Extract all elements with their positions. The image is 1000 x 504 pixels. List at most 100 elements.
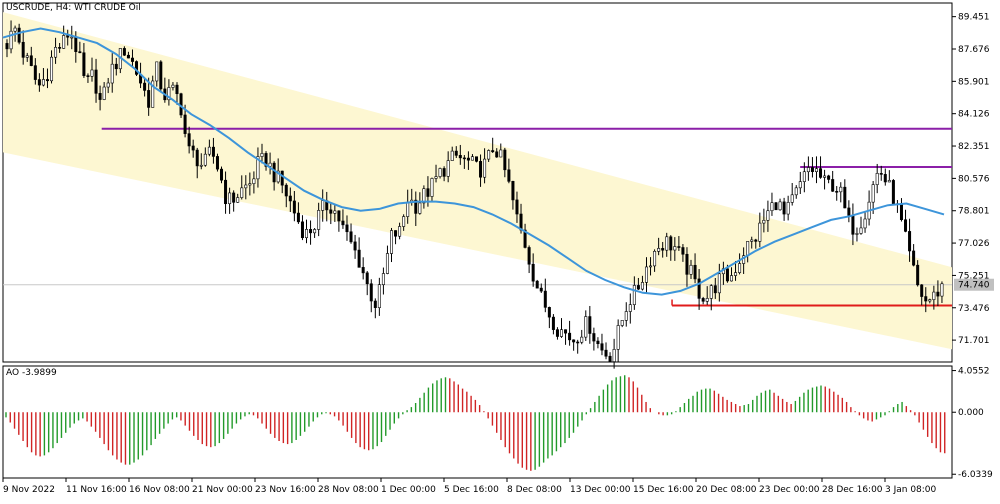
candle-body — [248, 183, 252, 186]
candle-body — [414, 199, 418, 214]
candle-body — [305, 229, 309, 239]
candle-body — [345, 224, 349, 233]
price-tick-label: 75.251 — [958, 271, 990, 281]
candle-body — [309, 229, 313, 234]
candle-body — [300, 221, 304, 239]
candle-body — [272, 162, 276, 183]
candle-body — [734, 272, 738, 276]
candle-body — [604, 349, 608, 357]
candle-body — [175, 84, 179, 95]
candle-body — [495, 151, 499, 158]
candle-body — [709, 285, 713, 299]
candle-body — [819, 168, 823, 178]
candle-body — [810, 167, 814, 172]
candle-body — [430, 178, 434, 197]
ao-tick-label: -6.0339 — [958, 470, 993, 480]
candle-body — [13, 27, 17, 32]
candle-body — [406, 201, 410, 217]
candle-body — [592, 333, 596, 342]
candle-body — [268, 162, 272, 167]
candle-body — [29, 55, 33, 66]
candle-body — [523, 229, 527, 248]
candle-body — [657, 248, 661, 252]
candle-body — [738, 263, 742, 273]
candle-body — [288, 195, 292, 202]
candle-body — [349, 231, 353, 243]
candle-body — [337, 210, 341, 222]
candle-body — [398, 226, 402, 237]
price-channel — [3, 12, 952, 350]
candle-body — [167, 87, 171, 101]
price-tick-label: 78.801 — [958, 207, 990, 217]
candle-body — [390, 230, 394, 254]
candle-body — [624, 311, 628, 321]
candle-body — [474, 156, 478, 162]
candle-body — [551, 316, 555, 330]
candle-body — [232, 192, 236, 203]
candle-body — [653, 251, 657, 267]
candle-body — [442, 168, 446, 177]
candle-body — [632, 285, 636, 305]
candle-body — [203, 153, 207, 166]
candle-body — [847, 207, 851, 216]
candle-body — [479, 161, 483, 178]
candle-body — [187, 133, 191, 147]
ao-indicator-label: AO -3.9899 — [6, 368, 57, 378]
candle-body — [171, 84, 175, 88]
candle-body — [503, 149, 507, 171]
candle-body — [130, 57, 134, 62]
candle-body — [74, 36, 78, 52]
candle-body — [839, 186, 843, 193]
candle-body — [110, 63, 114, 84]
candle-body — [70, 36, 74, 39]
price-tick-label: 84.126 — [958, 110, 990, 120]
candle-body — [244, 184, 248, 189]
candle-body — [940, 283, 944, 297]
candle-body — [596, 340, 600, 345]
candle-body — [98, 93, 102, 100]
time-tick-label: 20 Dec 08:00 — [696, 485, 757, 495]
candle-body — [373, 300, 377, 308]
candle-body — [774, 202, 778, 211]
candle-body — [313, 229, 317, 234]
candle-body — [928, 299, 932, 302]
candle-body — [54, 47, 58, 58]
time-tick-label: 28 Dec 16:00 — [822, 485, 883, 495]
candle-body — [620, 320, 624, 326]
candle-body — [207, 146, 211, 155]
candle-body — [191, 145, 195, 151]
candle-body — [527, 247, 531, 265]
candle-body — [543, 290, 547, 308]
candle-body — [462, 157, 466, 160]
time-tick-label: 9 Nov 2022 — [3, 485, 55, 495]
candle-body — [487, 150, 491, 160]
candle-body — [899, 203, 903, 221]
time-tick-label: 11 Nov 16:00 — [66, 485, 127, 495]
candle-body — [385, 253, 389, 274]
candle-body — [705, 298, 709, 302]
candle-body — [802, 171, 806, 182]
candle-body — [317, 210, 321, 230]
time-tick-label: 16 Nov 08:00 — [129, 485, 190, 495]
candle-body — [438, 168, 442, 177]
candle-body — [260, 153, 264, 157]
candle-body — [394, 230, 398, 237]
time-tick-label: 15 Dec 16:00 — [633, 485, 694, 495]
candle-body — [333, 210, 337, 214]
price-tick-label: 80.576 — [958, 174, 990, 184]
candle-body — [883, 174, 887, 183]
candle-body — [863, 218, 867, 229]
candle-body — [758, 222, 762, 242]
candle-body — [365, 272, 369, 285]
candle-body — [689, 264, 693, 275]
current-price-label: 74.740 — [958, 281, 990, 291]
candle-body — [717, 273, 721, 294]
candle-body — [794, 187, 798, 196]
candle-body — [199, 164, 203, 167]
candle-body — [5, 43, 9, 50]
candle-body — [904, 219, 908, 232]
time-tick-label: 13 Dec 00:00 — [570, 485, 631, 495]
candle-body — [17, 27, 21, 43]
candle-body — [855, 233, 859, 235]
